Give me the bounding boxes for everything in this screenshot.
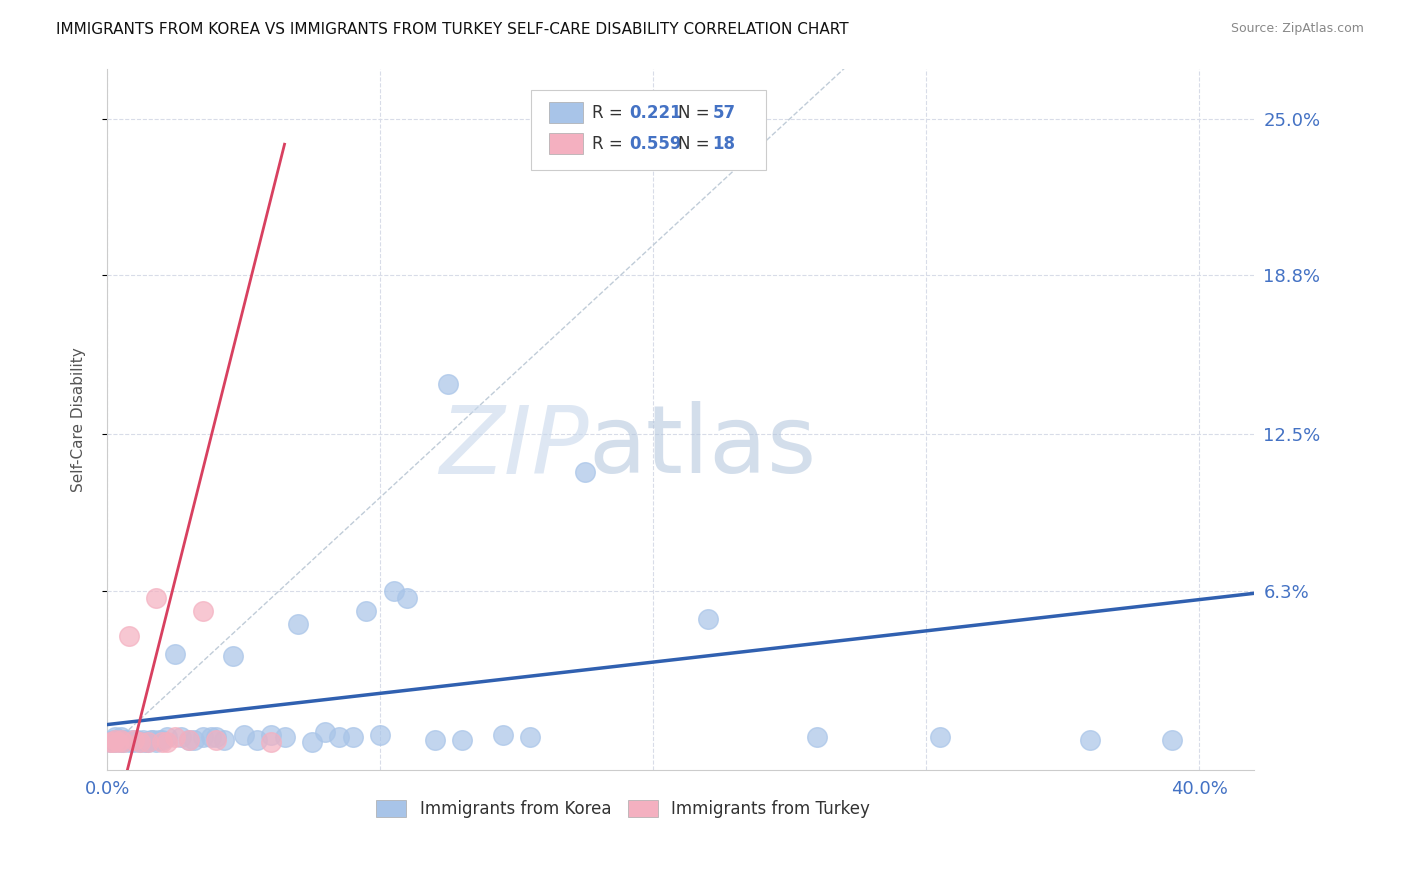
Point bbox=[104, 735, 127, 749]
Point bbox=[101, 735, 124, 749]
Point bbox=[128, 735, 150, 749]
Point bbox=[183, 732, 205, 747]
Point bbox=[110, 730, 132, 744]
Point bbox=[314, 725, 336, 739]
Point bbox=[104, 730, 127, 744]
Point bbox=[492, 728, 515, 742]
Point bbox=[110, 732, 132, 747]
Text: IMMIGRANTS FROM KOREA VS IMMIGRANTS FROM TURKEY SELF-CARE DISABILITY CORRELATION: IMMIGRANTS FROM KOREA VS IMMIGRANTS FROM… bbox=[56, 22, 849, 37]
Point bbox=[177, 732, 200, 747]
Point bbox=[246, 732, 269, 747]
Point bbox=[232, 728, 254, 742]
Point bbox=[107, 732, 129, 747]
Point bbox=[118, 735, 141, 749]
Point bbox=[519, 730, 541, 744]
Text: 18: 18 bbox=[713, 135, 735, 153]
Point bbox=[696, 611, 718, 625]
Point bbox=[142, 732, 165, 747]
Point bbox=[423, 732, 446, 747]
Point bbox=[260, 728, 283, 742]
Text: R =: R = bbox=[592, 103, 628, 121]
Point bbox=[156, 730, 179, 744]
Point bbox=[170, 730, 193, 744]
Point bbox=[98, 735, 121, 749]
FancyBboxPatch shape bbox=[548, 133, 583, 154]
Text: N =: N = bbox=[678, 103, 716, 121]
Text: N =: N = bbox=[678, 135, 716, 153]
Point bbox=[107, 735, 129, 749]
Point bbox=[118, 629, 141, 643]
Point bbox=[136, 735, 159, 749]
Point bbox=[165, 730, 187, 744]
Point bbox=[148, 732, 170, 747]
Point bbox=[205, 730, 228, 744]
Point bbox=[1078, 732, 1101, 747]
Point bbox=[368, 728, 391, 742]
Point bbox=[136, 735, 159, 749]
Point bbox=[396, 591, 419, 606]
Point bbox=[134, 735, 156, 749]
Point bbox=[191, 604, 214, 618]
Point bbox=[451, 732, 474, 747]
Point bbox=[165, 647, 187, 661]
Y-axis label: Self-Care Disability: Self-Care Disability bbox=[72, 347, 86, 491]
Point bbox=[437, 376, 460, 391]
Text: 57: 57 bbox=[713, 103, 735, 121]
Point bbox=[191, 730, 214, 744]
Point bbox=[356, 604, 378, 618]
Point bbox=[115, 732, 138, 747]
Point bbox=[124, 732, 146, 747]
FancyBboxPatch shape bbox=[548, 103, 583, 123]
Point bbox=[382, 583, 405, 598]
Point bbox=[121, 732, 143, 747]
Point bbox=[110, 735, 132, 749]
Point bbox=[139, 732, 162, 747]
Point bbox=[145, 735, 167, 749]
Point bbox=[205, 732, 228, 747]
Point bbox=[128, 735, 150, 749]
Point bbox=[104, 732, 127, 747]
Text: 0.221: 0.221 bbox=[628, 103, 682, 121]
Point bbox=[112, 735, 135, 749]
Point bbox=[260, 735, 283, 749]
Point bbox=[200, 730, 222, 744]
Point bbox=[177, 732, 200, 747]
Point bbox=[145, 591, 167, 606]
Point bbox=[98, 735, 121, 749]
Point bbox=[221, 649, 243, 664]
Point bbox=[301, 735, 323, 749]
Text: Source: ZipAtlas.com: Source: ZipAtlas.com bbox=[1230, 22, 1364, 36]
Point bbox=[156, 735, 179, 749]
Point bbox=[127, 732, 149, 747]
Point bbox=[328, 730, 350, 744]
Point bbox=[150, 732, 173, 747]
Point bbox=[342, 730, 364, 744]
Point bbox=[101, 732, 124, 747]
Point bbox=[806, 730, 828, 744]
Text: ZIP: ZIP bbox=[439, 401, 589, 492]
Point bbox=[574, 465, 596, 479]
Point bbox=[150, 735, 173, 749]
Point bbox=[1160, 732, 1182, 747]
Point bbox=[273, 730, 295, 744]
Text: 0.559: 0.559 bbox=[628, 135, 682, 153]
FancyBboxPatch shape bbox=[531, 89, 766, 170]
Text: R =: R = bbox=[592, 135, 628, 153]
Legend: Immigrants from Korea, Immigrants from Turkey: Immigrants from Korea, Immigrants from T… bbox=[370, 793, 876, 825]
Point bbox=[287, 616, 309, 631]
Point bbox=[214, 732, 236, 747]
Point bbox=[112, 732, 135, 747]
Point bbox=[928, 730, 950, 744]
Point bbox=[124, 735, 146, 749]
Text: atlas: atlas bbox=[589, 401, 817, 493]
Point bbox=[112, 735, 135, 749]
Point bbox=[131, 732, 153, 747]
